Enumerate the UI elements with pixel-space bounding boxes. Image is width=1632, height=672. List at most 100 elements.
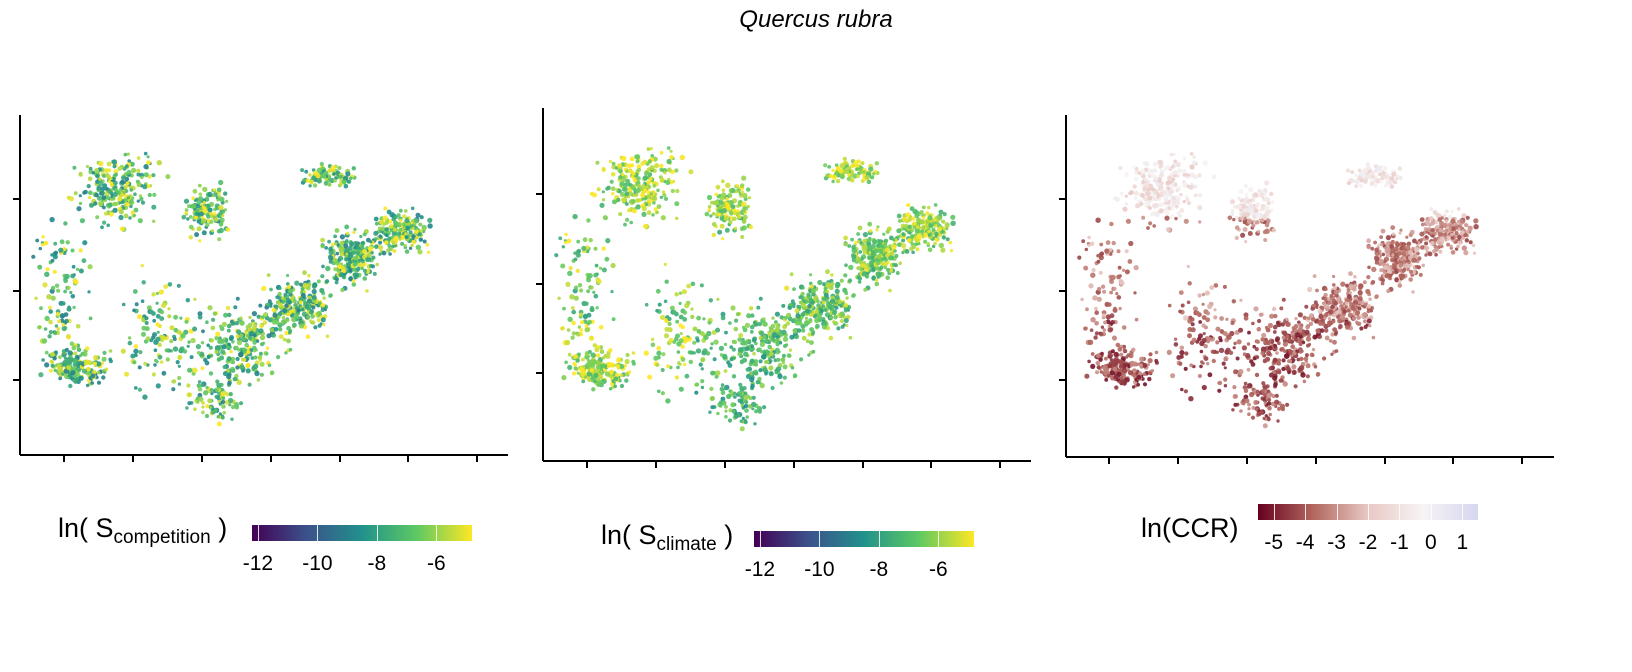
scatter-point [388, 246, 393, 251]
scatter-point [1315, 371, 1321, 377]
scatter-point [825, 269, 830, 275]
scatter-point [583, 315, 588, 319]
scatter-point [1243, 184, 1248, 188]
scatter-point [589, 335, 594, 341]
scatter-point [120, 226, 125, 232]
scatter-point [1260, 351, 1265, 356]
scatter-point [609, 362, 615, 368]
scatter-point [359, 234, 363, 239]
scatter-point [1084, 373, 1090, 379]
scatter-point [950, 214, 956, 220]
scatter-point [1096, 259, 1101, 264]
scatter-point [204, 413, 210, 419]
scatter-point [1285, 322, 1290, 327]
scatter-point [739, 385, 744, 391]
scatter-point [663, 171, 667, 175]
scatter-point [735, 312, 741, 317]
scatter-point [843, 235, 848, 241]
scatter-point [68, 357, 74, 362]
scatter-point [827, 305, 832, 310]
scatter-point [771, 316, 775, 320]
scatter-point [835, 166, 841, 171]
scatter-point [231, 360, 235, 365]
scatter-point [1131, 347, 1136, 352]
scatter-point [1242, 227, 1248, 232]
scatter-point [1268, 366, 1273, 371]
scatter-point [1229, 199, 1236, 205]
scatter-point [378, 240, 383, 245]
scatter-point [173, 327, 179, 333]
scatter-point [216, 187, 222, 193]
scatter-point [1237, 196, 1241, 201]
scatter-point [104, 367, 109, 372]
scatter-point [811, 349, 816, 354]
scatter-point [186, 217, 190, 221]
scatter-point [251, 326, 257, 332]
scatter-point [1099, 251, 1105, 256]
scatter-point [1244, 196, 1250, 202]
scatter-point [396, 213, 401, 218]
scatter-point [227, 342, 232, 347]
scatter-point [1182, 156, 1187, 161]
scatter-point [348, 276, 353, 281]
scatter-point [897, 242, 902, 247]
scatter-point [360, 243, 365, 249]
scatter-point [675, 319, 680, 324]
scatter-point [298, 319, 303, 325]
scatter-point [874, 161, 879, 166]
scatter-point [904, 249, 910, 254]
scatter-point [798, 321, 803, 326]
scatter-point [1124, 269, 1130, 275]
scatter-point [907, 225, 912, 229]
scatter-point [730, 204, 736, 210]
scatter-point [848, 264, 854, 271]
scatter-point [209, 219, 214, 224]
scatter-point [146, 155, 150, 159]
scatter-point [146, 184, 151, 189]
scatter-point [146, 160, 151, 166]
scatter-point [88, 190, 93, 195]
scatter-point [661, 352, 666, 357]
scatter-point [198, 211, 205, 217]
scatter-point [1259, 212, 1263, 217]
scatter-point [885, 267, 891, 272]
scatter-point [724, 415, 728, 419]
scatter-point [843, 242, 848, 247]
scatter-point [146, 305, 152, 311]
scatter-point [867, 221, 873, 227]
scatter-point [1385, 175, 1389, 179]
scatter-point [112, 201, 117, 207]
scatter-point [1234, 225, 1240, 230]
scatter-point [133, 348, 139, 354]
scatter-point [727, 418, 733, 423]
scatter-point [1088, 283, 1094, 289]
scatter-point [404, 218, 410, 224]
scatter-point [586, 289, 590, 294]
scatter-point [423, 227, 427, 231]
scatter-point [1303, 356, 1308, 362]
scatter-point [86, 366, 91, 372]
scatter-point [688, 169, 694, 175]
scatter-point [102, 183, 108, 189]
scatter-point [61, 352, 66, 358]
scatter-point [259, 361, 265, 367]
scatter-point [667, 322, 672, 326]
scatter-point [1373, 183, 1378, 188]
scatter-point [344, 257, 349, 262]
scatter-point [1142, 382, 1148, 387]
scatter-point [681, 289, 688, 295]
scatter-point [138, 194, 143, 198]
scatter-point [1271, 306, 1277, 312]
scatter-point [427, 217, 433, 223]
scatter-point [828, 335, 834, 341]
scatter-point [564, 339, 571, 346]
scatter-point [217, 237, 222, 242]
scatter-point [666, 146, 671, 150]
scatter-point [1163, 166, 1168, 172]
scatter-point [1149, 168, 1155, 174]
scatter-point [1144, 177, 1148, 182]
scatter-point [167, 282, 173, 287]
scatter-point [95, 215, 100, 220]
scatter-point [1244, 240, 1248, 244]
scatter-point [96, 185, 102, 191]
